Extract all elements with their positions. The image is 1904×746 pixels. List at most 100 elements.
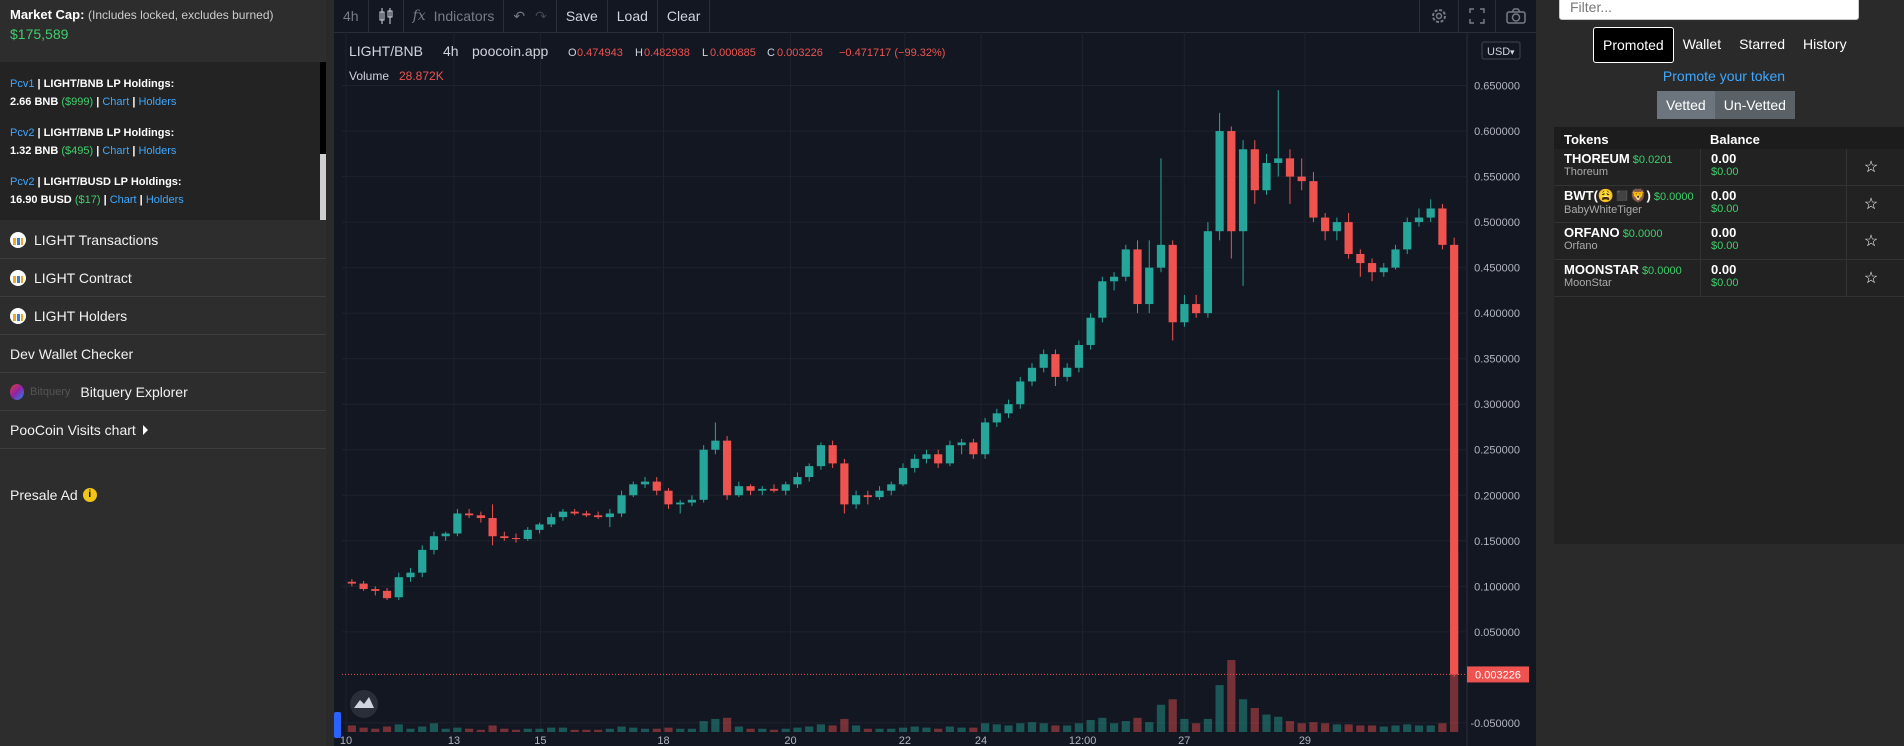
indicators-button[interactable]: fx Indicators: [404, 0, 505, 32]
scrollbar-thumb[interactable]: [320, 154, 326, 220]
table-row[interactable]: BWT(😩◼️🦁) $0.0000 BabyWhiteTiger 0.00 $0.0…: [1554, 186, 1904, 223]
transactions-link[interactable]: LIGHT Transactions: [0, 221, 326, 259]
lp-version-link[interactable]: Pcv2: [10, 127, 35, 139]
candle-body: [1344, 222, 1353, 254]
volume-bar: [1215, 685, 1224, 732]
drawing-panel-handle[interactable]: [334, 712, 341, 738]
vetted-button[interactable]: Vetted: [1657, 91, 1715, 119]
star-icon[interactable]: ☆: [1846, 186, 1895, 222]
candle-body: [1309, 181, 1318, 218]
candle-body: [640, 481, 650, 485]
fullscreen-button[interactable]: [1459, 0, 1496, 32]
lp-chart-link[interactable]: Chart: [102, 96, 130, 108]
market-cap-label: Market Cap:: [10, 7, 85, 22]
promote-token-link[interactable]: Promote your token: [1662, 68, 1786, 84]
lp-chart-link[interactable]: Chart: [109, 194, 137, 206]
volume-bar: [1332, 724, 1341, 732]
candle-body: [1074, 345, 1083, 368]
volume-bar: [629, 727, 638, 732]
holders-link[interactable]: LIGHT Holders: [0, 297, 326, 335]
candle-body: [992, 413, 1001, 423]
undo-icon[interactable]: ↶: [513, 7, 526, 24]
screenshot-button[interactable]: [1496, 0, 1536, 32]
candle-body: [840, 463, 849, 505]
volume-bar: [1414, 725, 1424, 732]
y-tick-label: 0.200000: [1474, 490, 1520, 502]
candle-body: [1063, 367, 1072, 377]
token-symbol[interactable]: ORFANO: [1564, 225, 1620, 240]
poocoin-icon: [10, 269, 26, 286]
candle-body: [441, 533, 450, 537]
candle-body: [594, 515, 603, 518]
token-symbol[interactable]: THOREUM: [1564, 151, 1630, 166]
volume-bar: [758, 728, 767, 732]
ohlc-c-label: C: [767, 47, 775, 59]
volume-bar: [711, 718, 720, 732]
save-button[interactable]: Save: [557, 0, 608, 32]
load-button[interactable]: Load: [608, 0, 658, 32]
token-balance-usd: $0.00: [1711, 240, 1739, 252]
currency-select[interactable]: [1481, 41, 1521, 60]
unvetted-button[interactable]: Un-Vetted: [1714, 91, 1795, 119]
contract-link[interactable]: LIGHT Contract: [0, 259, 326, 297]
ohlc-c-value: 0.003226: [777, 47, 823, 59]
dev-wallet-link[interactable]: Dev Wallet Checker: [0, 335, 326, 373]
star-icon[interactable]: ☆: [1846, 260, 1895, 296]
candle-type-button[interactable]: [369, 0, 404, 32]
candle-body: [1192, 304, 1201, 314]
filter-input[interactable]: Filter...: [1559, 0, 1859, 20]
interval-button[interactable]: 4h: [334, 0, 369, 32]
candle-body: [382, 590, 392, 599]
volume-bar: [1063, 725, 1072, 732]
clear-button[interactable]: Clear: [658, 0, 711, 32]
tab-starred[interactable]: Starred: [1739, 36, 1786, 52]
lp-holders-link[interactable]: Holders: [138, 145, 177, 157]
lp-pair: LIGHT/BNB LP Holdings:: [43, 78, 175, 90]
bitquery-link[interactable]: Bitquery Bitquery Explorer: [0, 373, 326, 411]
lp-holders-link[interactable]: Holders: [138, 96, 177, 108]
chart-canvas[interactable]: 0.650000 0.600000 0.550000 0.500000 0.450000…: [334, 32, 1536, 746]
market-cap: Market Cap: (Includes locked, excludes b…: [0, 0, 326, 49]
info-icon[interactable]: i: [82, 488, 97, 502]
candle-body: [511, 538, 521, 540]
volume-bar: [1356, 725, 1365, 732]
lp-chart-link[interactable]: Chart: [102, 145, 130, 157]
candle-body: [465, 513, 474, 516]
lp-holdings-list[interactable]: Pcv1 | LIGHT/BNB LP Holdings: 2.66 BNB (…: [0, 62, 326, 220]
tab-wallet[interactable]: Wallet: [1682, 36, 1722, 52]
token-balance-usd: $0.00: [1711, 277, 1739, 289]
star-icon[interactable]: ☆: [1846, 223, 1895, 259]
price-chart[interactable]: 4h fx Indicators ↶ ↷ Save Load Clear 0.6…: [334, 0, 1536, 746]
settings-button[interactable]: [1419, 0, 1459, 32]
table-row[interactable]: MOONSTAR $0.0000 MoonStar 0.00 $0.00 ☆: [1554, 260, 1904, 297]
volume-bar: [1168, 699, 1177, 732]
tab-history[interactable]: History: [1803, 36, 1847, 52]
table-row[interactable]: THOREUM $0.0201 Thoreum 0.00 $0.00 ☆: [1554, 149, 1904, 186]
redo-icon[interactable]: ↷: [535, 7, 547, 24]
header-tokens: Tokens: [1564, 131, 1609, 147]
lp-version-link[interactable]: Pcv2: [10, 176, 35, 188]
legend-source: poocoin.app: [472, 43, 549, 59]
header-balance: Balance: [1710, 131, 1760, 147]
y-tick-label: 0.600000: [1474, 126, 1520, 138]
table-row[interactable]: ORFANO $0.0000 Orfano 0.00 $0.00 ☆: [1554, 223, 1904, 260]
lp-version-link[interactable]: Pcv1: [10, 78, 35, 90]
star-icon[interactable]: ☆: [1846, 149, 1895, 185]
tab-promoted[interactable]: Promoted: [1593, 27, 1674, 63]
y-tick-label: 0.350000: [1474, 354, 1520, 366]
token-symbol[interactable]: BWT(😩◼️🦁): [1564, 188, 1651, 203]
candle-body: [617, 495, 626, 514]
presale-ad[interactable]: Presale Ad i: [0, 476, 326, 514]
volume-bar: [488, 725, 497, 732]
volume-value: 28.872K: [399, 69, 444, 83]
token-symbol[interactable]: MOONSTAR: [1564, 262, 1639, 277]
candle-body: [1426, 208, 1435, 218]
lp-holders-link[interactable]: Holders: [145, 194, 184, 206]
table-header: Tokens Balance: [1554, 127, 1904, 149]
ohlc-o-value: 0.474943: [577, 47, 623, 59]
token-name: Thoreum: [1564, 166, 1609, 178]
candle-body: [1238, 149, 1248, 232]
scrollbar[interactable]: [320, 62, 326, 220]
transactions-label: LIGHT Transactions: [34, 231, 159, 248]
visits-chart-link[interactable]: PooCoin Visits chart: [0, 411, 326, 449]
